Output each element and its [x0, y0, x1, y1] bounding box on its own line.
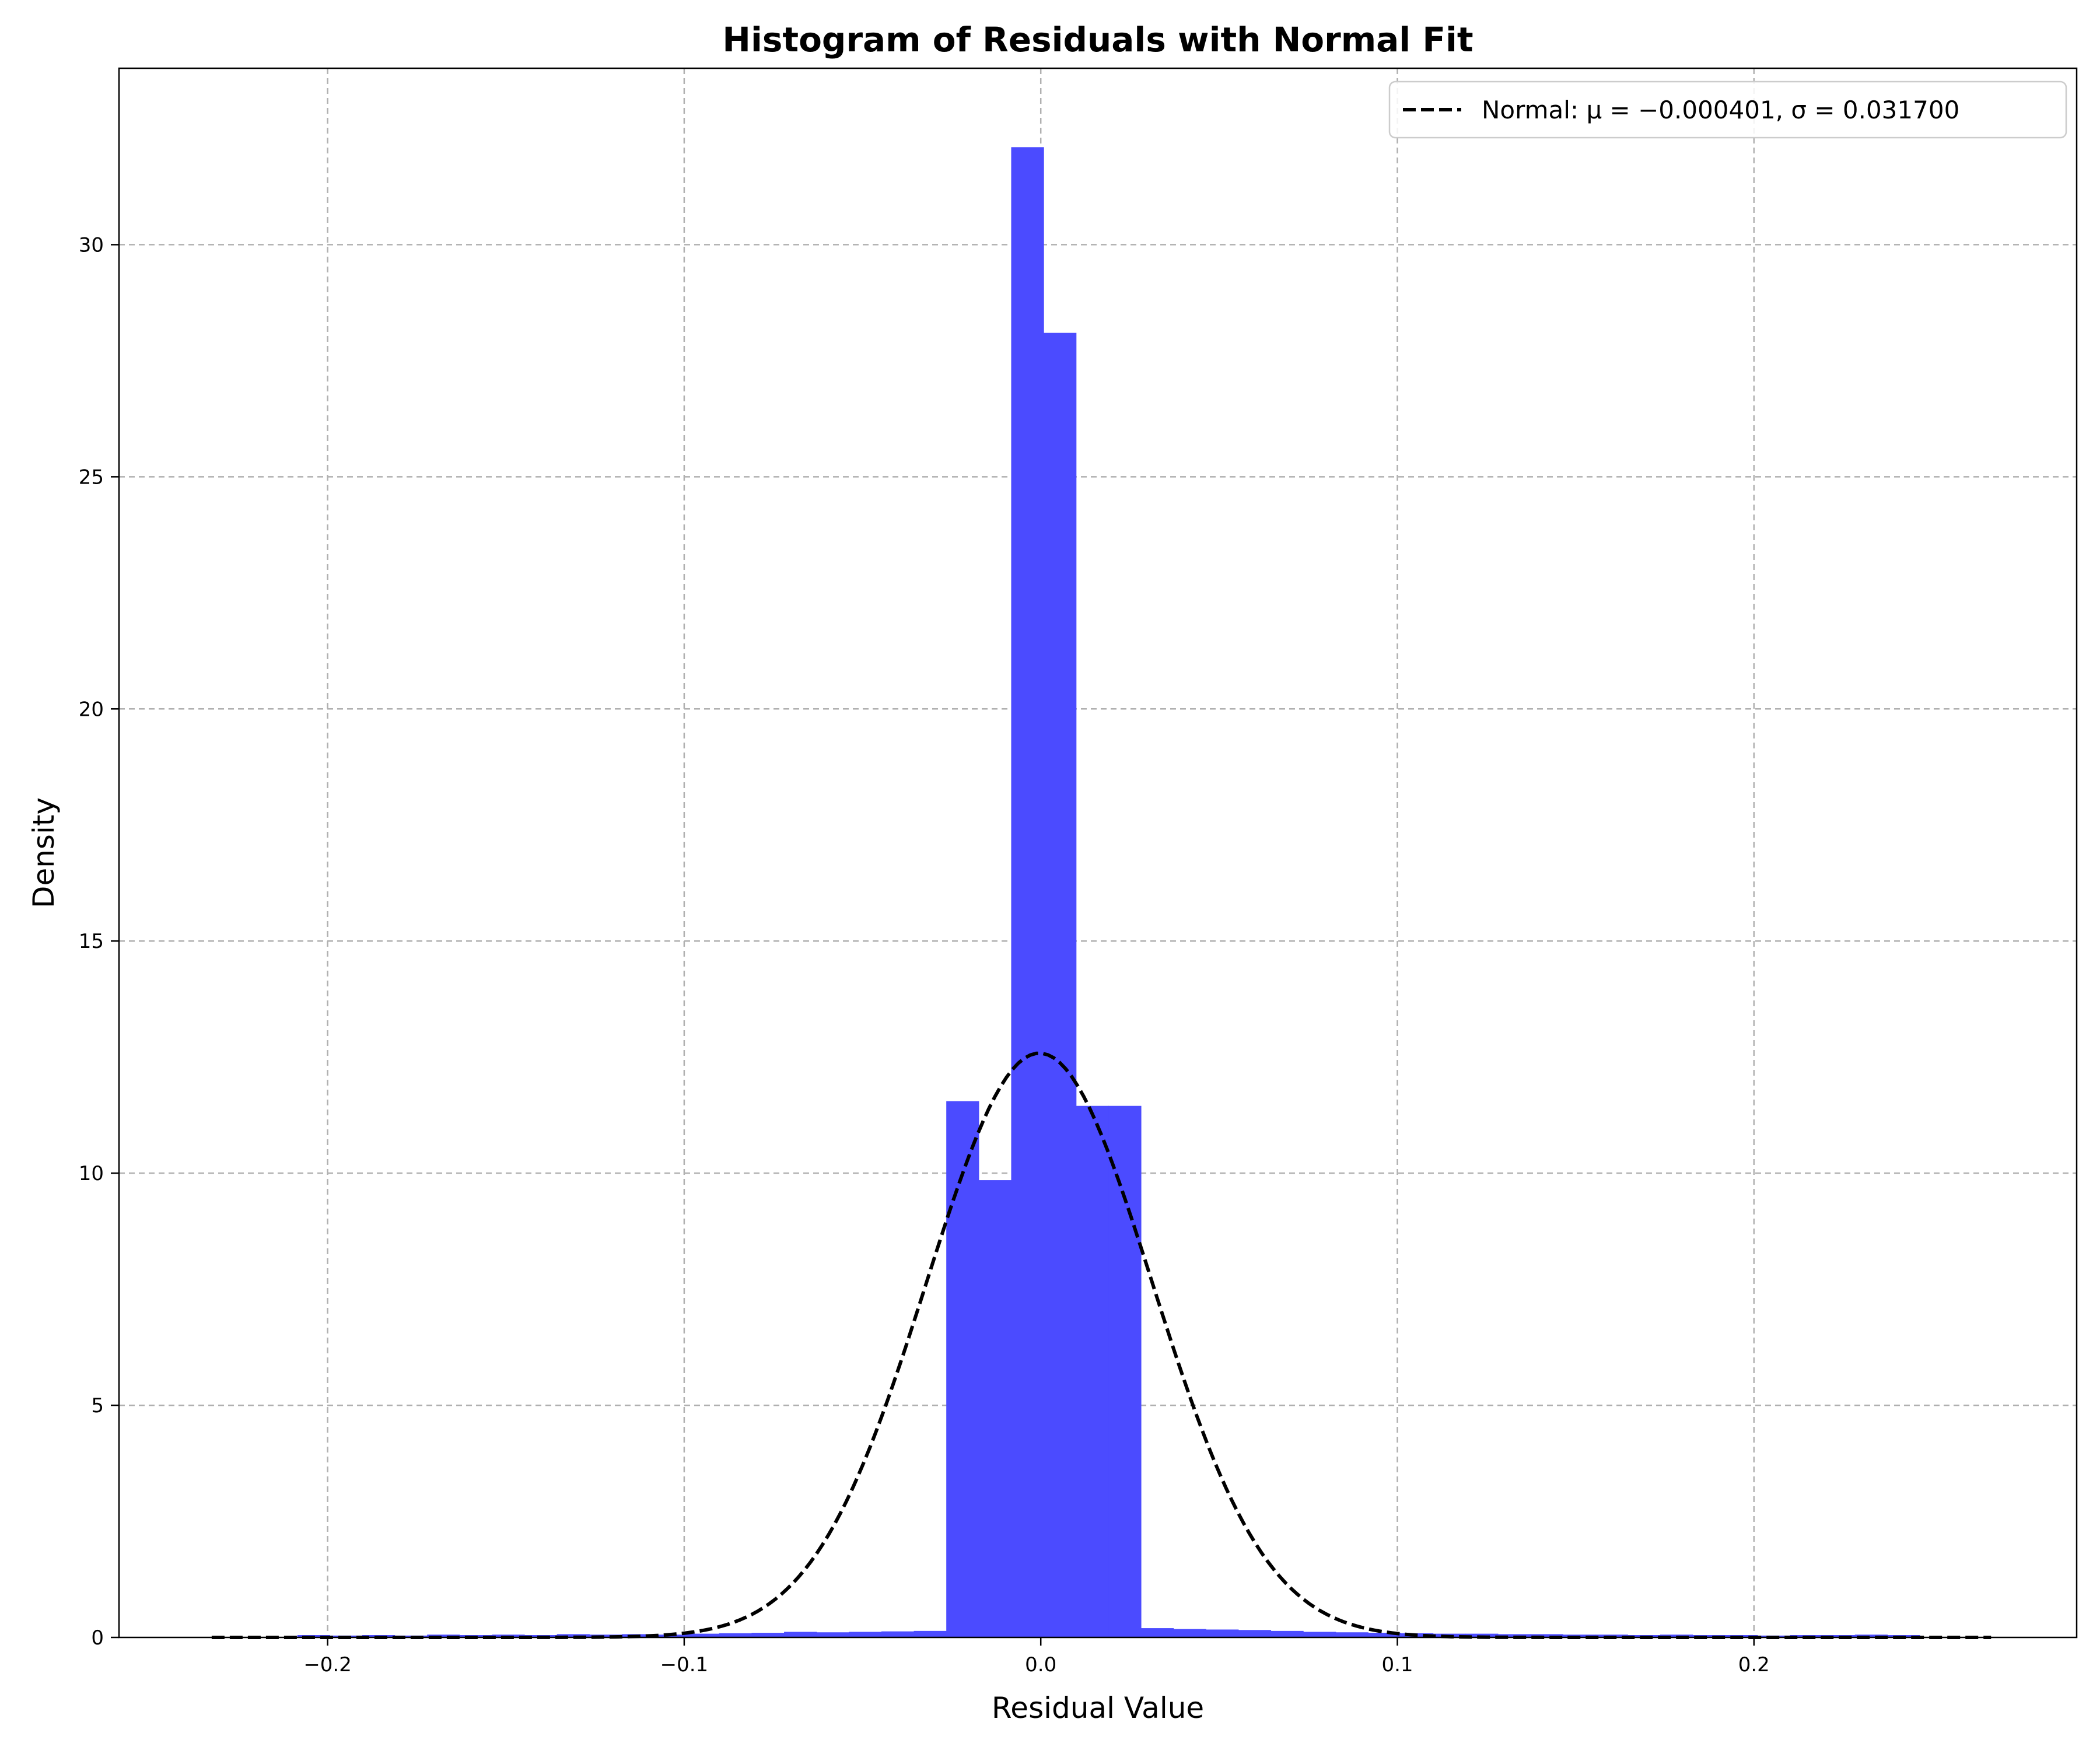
histogram-bar	[1173, 1629, 1206, 1637]
histogram-bar	[849, 1632, 882, 1637]
y-axis-ticks: 0 5 10 15 20 25 30	[79, 233, 119, 1650]
histogram-bar	[1140, 1628, 1174, 1637]
histogram-bar	[1303, 1632, 1336, 1637]
y-tick-label: 15	[79, 930, 104, 953]
y-tick-label: 30	[79, 233, 104, 257]
legend-label-normal-fit: Normal: μ = −0.000401, σ = 0.031700	[1482, 96, 1959, 124]
histogram-bar	[1530, 1634, 1563, 1637]
histogram-bar	[816, 1632, 849, 1637]
x-tick-label: 0.2	[1738, 1653, 1770, 1676]
histogram-bar	[589, 1634, 622, 1637]
histogram-bar	[784, 1632, 817, 1637]
y-tick-label: 25	[79, 466, 104, 489]
legend-box	[1388, 80, 2067, 139]
histogram-bars	[297, 147, 1920, 1637]
plot-frame	[118, 67, 2078, 1639]
histogram-bar	[556, 1634, 590, 1637]
histogram-bar	[978, 1180, 1012, 1637]
x-tick-label: 0.0	[1025, 1653, 1056, 1676]
histogram-bar	[427, 1634, 460, 1637]
histogram-bar	[1692, 1635, 1726, 1637]
histogram-bar	[1044, 332, 1077, 1637]
histogram-bar	[881, 1631, 915, 1637]
histogram-bar	[1368, 1633, 1401, 1637]
x-tick-label: −0.2	[303, 1653, 352, 1676]
y-tick-label: 0	[91, 1626, 104, 1650]
histogram-bar	[1238, 1630, 1272, 1637]
y-tick-label: 5	[91, 1394, 104, 1418]
histogram-bar	[1011, 147, 1044, 1637]
histogram-bar	[687, 1633, 720, 1637]
histogram-bar	[1335, 1632, 1368, 1637]
x-axis-ticks: −0.2 −0.1 0.0 0.1 0.2	[303, 1637, 1770, 1676]
histogram-bar	[1076, 1105, 1109, 1637]
x-tick-label: −0.1	[660, 1653, 709, 1676]
y-tick-label: 10	[79, 1162, 104, 1185]
chart-title: Histogram of Residuals with Normal Fit	[722, 20, 1473, 60]
legend: Normal: μ = −0.000401, σ = 0.031700	[1388, 80, 2067, 139]
histogram-bar	[1270, 1630, 1304, 1637]
histogram-bar	[751, 1633, 785, 1637]
histogram-bar	[946, 1101, 979, 1637]
y-axis-label: Density	[27, 797, 61, 908]
y-tick-label: 20	[79, 698, 104, 721]
histogram-bar	[1108, 1105, 1142, 1637]
histogram-bar	[719, 1633, 752, 1637]
x-axis-label: Residual Value	[992, 1691, 1204, 1725]
x-tick-label: 0.1	[1381, 1653, 1413, 1676]
histogram-bar	[1206, 1629, 1239, 1637]
histogram-bar	[914, 1630, 947, 1637]
histogram-bar	[1854, 1634, 1888, 1637]
